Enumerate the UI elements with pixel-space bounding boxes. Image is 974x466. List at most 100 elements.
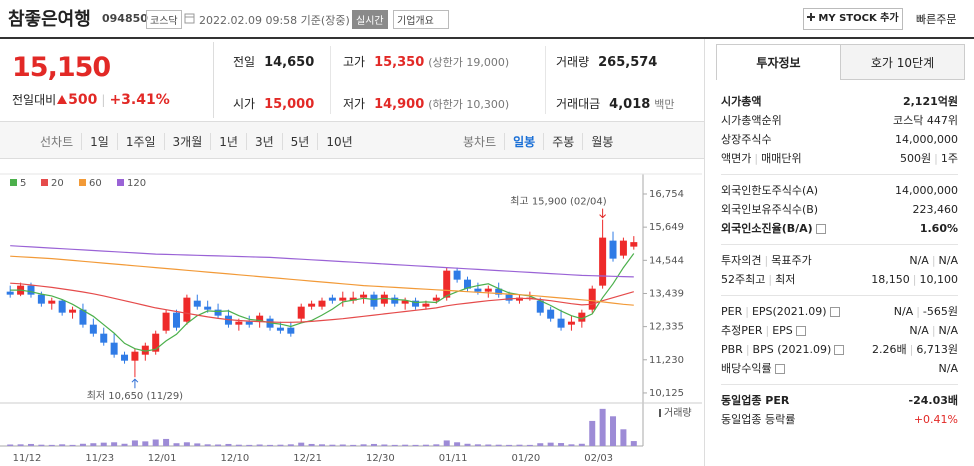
value: 18,150 [871,273,910,286]
candle-body [214,309,222,316]
low-arrow [131,378,139,389]
candle-tab[interactable]: 주봉 [543,133,582,150]
help-icon[interactable] [834,345,845,355]
volume-bar [183,442,190,446]
volume-bar [474,444,481,446]
value: N/A [909,254,929,267]
info-row: 배당수익률 N/A [721,359,958,378]
candle-tab[interactable]: 월봉 [582,133,621,150]
volume-bar [547,442,554,446]
volume-bar [173,443,180,446]
info-label: 배당수익률 [721,359,785,378]
x-tick-label: 01/20 [511,453,540,464]
quick-order[interactable]: 빠른주문 [916,13,957,26]
volume-bar [464,443,471,446]
label: 시가총액순위 [721,114,782,127]
candle-body [464,279,472,289]
volume-label: 거래량 [664,407,692,419]
side-panel: 투자정보 호가 10단계 시가총액 2,121억원 시가총액순위 코스닥 447위 상장주… [704,39,974,466]
info-label: 액면가 | 매매단위 [721,149,802,168]
value: 10,100 [919,273,959,286]
legend-label: 20 [51,178,64,189]
sep: | [745,343,750,356]
value: 2.26배 [872,343,907,356]
label: 목표주가 [771,254,812,267]
stock-name: 참좋은여행 [8,9,91,30]
help-icon[interactable] [774,364,785,374]
volume-bar [79,443,86,446]
value: 6,713원 [916,343,958,356]
volume-bar [308,443,315,446]
candle-body [235,321,243,325]
divider [330,46,331,114]
candle-body [276,327,284,331]
candle-body [630,242,638,247]
info-tab[interactable]: 호가 10단계 [841,44,965,80]
line-tab[interactable]: 1년 [210,133,246,150]
help-icon[interactable] [795,326,806,336]
candle-body [141,345,149,355]
company-info[interactable]: 기업개요 [393,10,449,29]
sep: | [934,152,938,165]
candle-body [557,318,565,328]
info-label: PER | EPS(2021.09) [721,302,840,321]
volume-bar [526,444,533,446]
candle-body [121,354,129,361]
info-value: N/A [939,359,958,378]
cell-label: 시가 [233,97,256,111]
candle-body [453,270,461,280]
value: 500원 [900,152,932,165]
cell-note: (하한가 10,300) [428,98,510,111]
info-row: 투자의견 | 목표주가 N/A | N/A [721,251,958,270]
line-tab: 선차트 [40,135,74,149]
candle-body [287,327,295,334]
sep: | [745,305,749,318]
line-tab[interactable]: 1일 [81,133,117,150]
label: 동일업종 PER [721,394,790,407]
sep: | [765,324,770,337]
info-row: 시가총액순위 코스닥 447위 [721,111,958,130]
help-icon[interactable] [829,307,840,317]
candle-body [432,297,440,301]
label: PBR [721,343,743,356]
line-tab[interactable]: 10년 [317,133,360,150]
volume-bar [121,443,128,446]
line-tab[interactable]: 3개월 [163,133,211,150]
mystock-button[interactable]: MY STOCK 추가 [803,8,903,30]
header-rule [0,37,974,39]
ma-line [10,245,634,278]
candle-body [256,315,264,322]
label: 52주최고 [721,273,766,286]
value: 14,000,000 [895,184,958,197]
label: 투자의견 [721,254,762,267]
candle-body [172,312,180,328]
candle-body [484,288,492,292]
line-tab[interactable]: 5년 [281,133,318,150]
volume-bar [298,442,305,446]
line-tab[interactable]: 1주일 [116,133,164,150]
info-group: PER | EPS(2021.09) N/A | -565원 추정PER | EPS N/A | N/… [721,296,958,385]
help-icon[interactable] [815,224,826,234]
volume-bar [610,416,617,446]
volume-bar [506,444,513,446]
info-value: 2.26배 | 6,713원 [872,340,958,359]
candle-body [110,342,118,355]
candle-tab[interactable]: 일봉 [504,133,543,150]
line-tab[interactable]: 3년 [245,133,282,150]
volume-bar [516,444,523,446]
mystock-label: MY STOCK 추가 [818,13,899,24]
candle-body [152,333,160,352]
volume-bar [90,443,97,446]
info-tab[interactable]: 투자정보 [716,44,841,80]
change-rate: +3.41% [109,92,170,108]
volume-bar [277,444,284,446]
volume-bar [433,444,440,446]
candle-body [609,240,617,259]
volume-bar [339,444,346,446]
volume-bar [194,443,201,446]
info-row: 시가총액 2,121억원 [721,92,958,111]
plus-icon [807,13,816,21]
volume-bar [69,444,76,446]
volume-bar [350,444,357,446]
